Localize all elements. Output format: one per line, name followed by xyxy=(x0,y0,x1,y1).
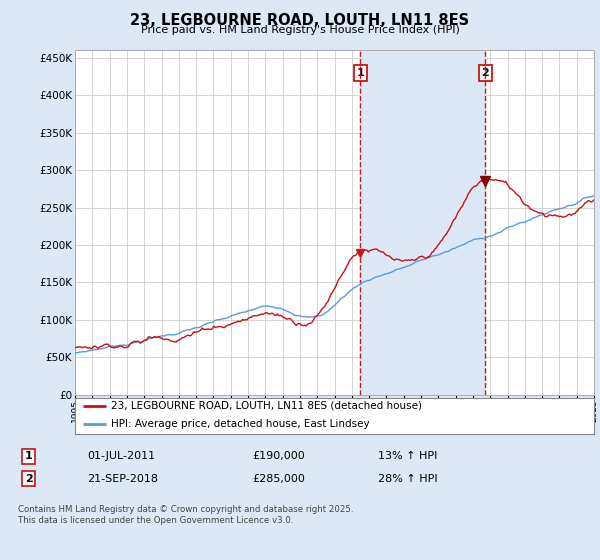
Text: £285,000: £285,000 xyxy=(252,474,305,484)
Text: 1: 1 xyxy=(25,451,32,461)
Text: 28% ↑ HPI: 28% ↑ HPI xyxy=(378,474,437,484)
Text: Price paid vs. HM Land Registry's House Price Index (HPI): Price paid vs. HM Land Registry's House … xyxy=(140,25,460,35)
Text: 01-JUL-2011: 01-JUL-2011 xyxy=(87,451,155,461)
Text: 23, LEGBOURNE ROAD, LOUTH, LN11 8ES (detached house): 23, LEGBOURNE ROAD, LOUTH, LN11 8ES (det… xyxy=(112,400,422,410)
Text: 21-SEP-2018: 21-SEP-2018 xyxy=(87,474,158,484)
Text: HPI: Average price, detached house, East Lindsey: HPI: Average price, detached house, East… xyxy=(112,419,370,429)
Text: Contains HM Land Registry data © Crown copyright and database right 2025.
This d: Contains HM Land Registry data © Crown c… xyxy=(18,505,353,525)
Text: 23, LEGBOURNE ROAD, LOUTH, LN11 8ES: 23, LEGBOURNE ROAD, LOUTH, LN11 8ES xyxy=(130,13,470,27)
Text: 2: 2 xyxy=(25,474,32,484)
Text: 1: 1 xyxy=(356,68,364,78)
Text: 13% ↑ HPI: 13% ↑ HPI xyxy=(378,451,437,461)
Text: 2: 2 xyxy=(481,68,489,78)
Bar xyxy=(361,50,485,395)
Text: £190,000: £190,000 xyxy=(252,451,305,461)
